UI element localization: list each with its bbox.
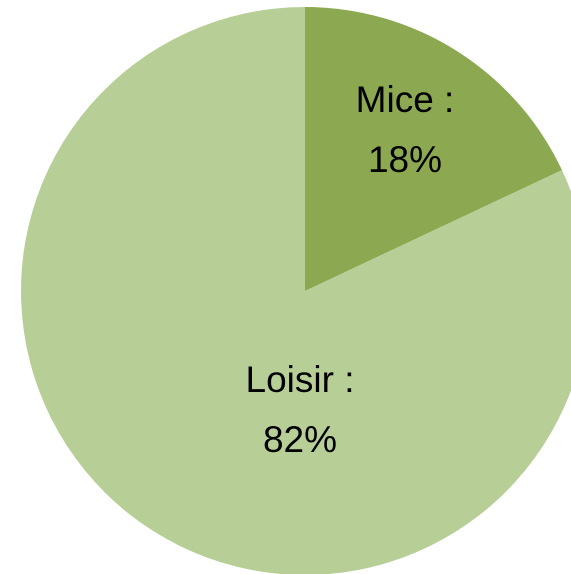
slice-label-mice: Mice : xyxy=(356,79,455,120)
slice-value-mice: 18% xyxy=(368,139,442,180)
pie-slice-mice xyxy=(305,7,562,291)
slice-label-loisir: Loisir : xyxy=(246,359,355,400)
slice-value-loisir: 82% xyxy=(263,419,337,460)
pie-labels: Mice : 18% Loisir : 82% xyxy=(246,79,455,460)
pie-slices xyxy=(21,7,571,574)
pie-slice-loisir xyxy=(21,7,571,574)
